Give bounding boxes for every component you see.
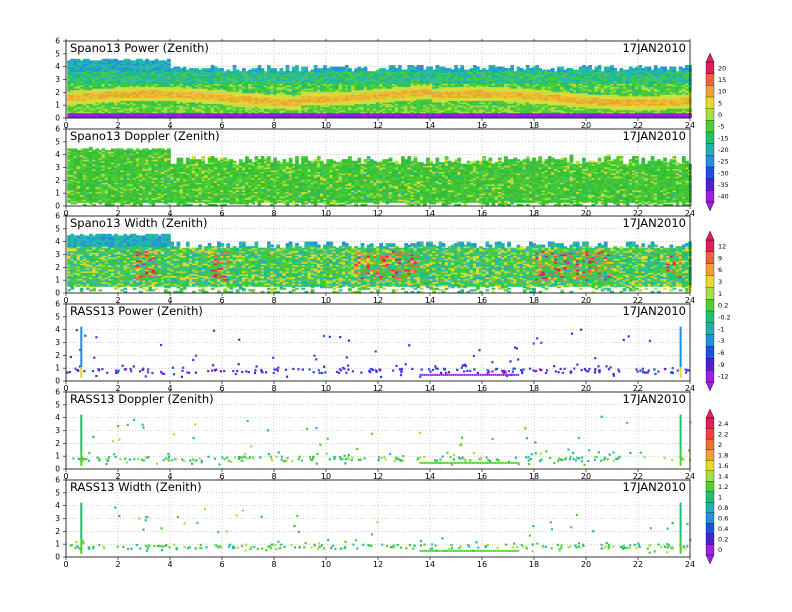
heatmap-cell xyxy=(105,59,109,61)
heatmap-cell xyxy=(198,70,202,72)
heatmap-cell xyxy=(295,65,299,67)
heatmap-cell xyxy=(432,70,436,72)
heatmap-cell xyxy=(89,60,93,62)
heatmap-cell xyxy=(152,60,156,62)
heatmap-cell xyxy=(401,70,405,72)
heatmap-cell xyxy=(74,59,78,61)
heatmap-cell xyxy=(280,68,284,70)
heatmap-cell xyxy=(370,71,374,73)
heatmap-cell xyxy=(526,65,530,67)
heatmap-cell xyxy=(448,68,452,70)
heatmap-cell xyxy=(120,60,124,62)
heatmap-cell xyxy=(354,68,358,70)
heatmap-cells xyxy=(67,59,692,118)
heatmap-cell xyxy=(214,67,218,69)
heatmap-cell xyxy=(386,70,390,72)
heatmap-cell xyxy=(464,70,468,72)
heatmap-cell xyxy=(242,68,246,70)
heatmap-cell xyxy=(245,71,249,73)
heatmap-cell xyxy=(292,67,296,69)
heatmap-cell xyxy=(136,59,140,61)
heatmap-cell xyxy=(348,68,352,70)
heatmap-cell xyxy=(308,71,312,73)
heatmap-cell xyxy=(261,68,265,70)
heatmap-cell xyxy=(230,71,234,73)
heatmap-cell xyxy=(276,71,280,73)
